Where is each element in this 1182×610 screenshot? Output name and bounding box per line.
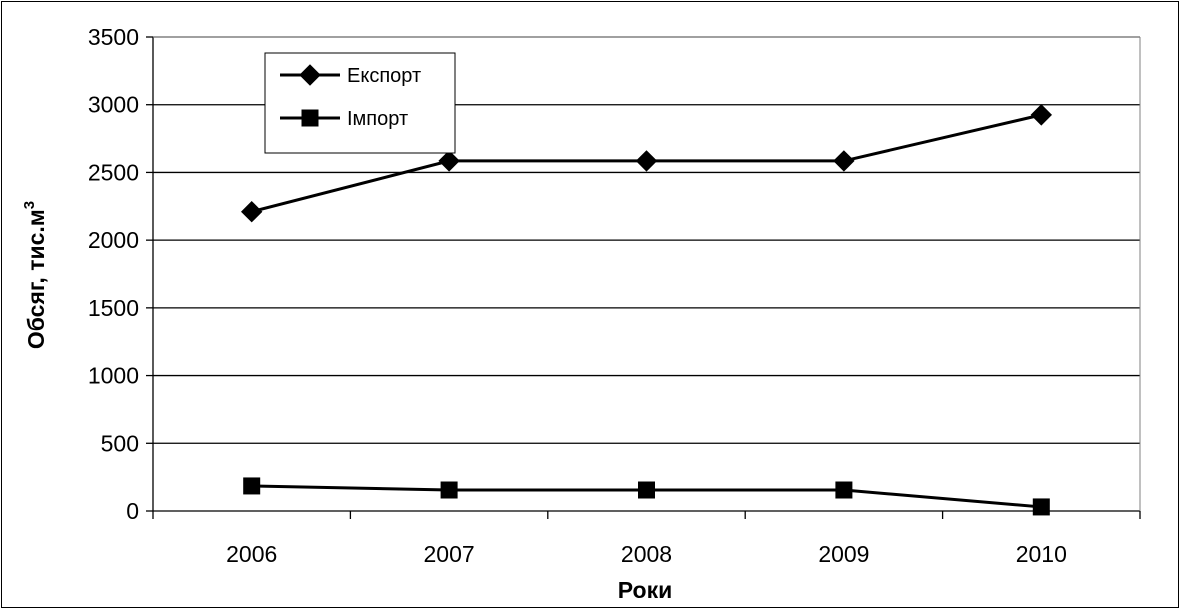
x-axis-title: Роки (618, 577, 672, 603)
y-tick-label: 0 (126, 498, 139, 524)
x-tick-label: 2007 (424, 541, 475, 567)
legend-marker (301, 109, 319, 127)
data-point (635, 150, 658, 172)
data-point (243, 477, 261, 495)
y-tick-label: 3000 (88, 92, 139, 118)
data-point (438, 150, 460, 172)
legend-item: Імпорт (280, 108, 408, 130)
y-axis-title-main: Обсяг, тис.м (23, 209, 49, 349)
data-point (833, 150, 855, 172)
series-0 (240, 104, 1053, 223)
data-point (638, 481, 655, 499)
x-tick-label: 2009 (818, 541, 869, 567)
y-axis-title-superscript: 3 (21, 201, 38, 209)
legend: Експорт Імпорт (264, 52, 456, 154)
x-tick-label: 2008 (621, 541, 672, 567)
series-1 (243, 477, 1050, 516)
series (240, 104, 1053, 516)
axes (146, 36, 1141, 519)
y-tick-label: 1500 (88, 295, 139, 321)
y-tick-label: 1000 (88, 363, 139, 389)
y-tick-label: 2000 (88, 227, 139, 253)
y-tick-label: 2500 (88, 159, 139, 185)
data-point (1032, 498, 1050, 516)
legend-label: Експорт (347, 65, 421, 87)
x-tick-label: 2010 (1016, 541, 1067, 567)
tick-labels: 0 500 1000 1500 2000 2500 3000 3500 2006 2007 2008… (88, 24, 1067, 567)
data-point (240, 200, 263, 223)
x-tick-label: 2006 (226, 541, 277, 567)
legend-box (264, 52, 456, 154)
legend-item: Експорт (280, 64, 421, 87)
data-point (835, 481, 853, 499)
y-axis-title: Обсяг, тис.м3 (21, 201, 49, 349)
legend-marker (299, 64, 321, 86)
y-tick-label: 3500 (88, 24, 139, 50)
data-point (1030, 104, 1053, 126)
y-tick-label: 500 (101, 430, 139, 456)
legend-label: Імпорт (347, 108, 408, 130)
data-point (440, 481, 458, 499)
